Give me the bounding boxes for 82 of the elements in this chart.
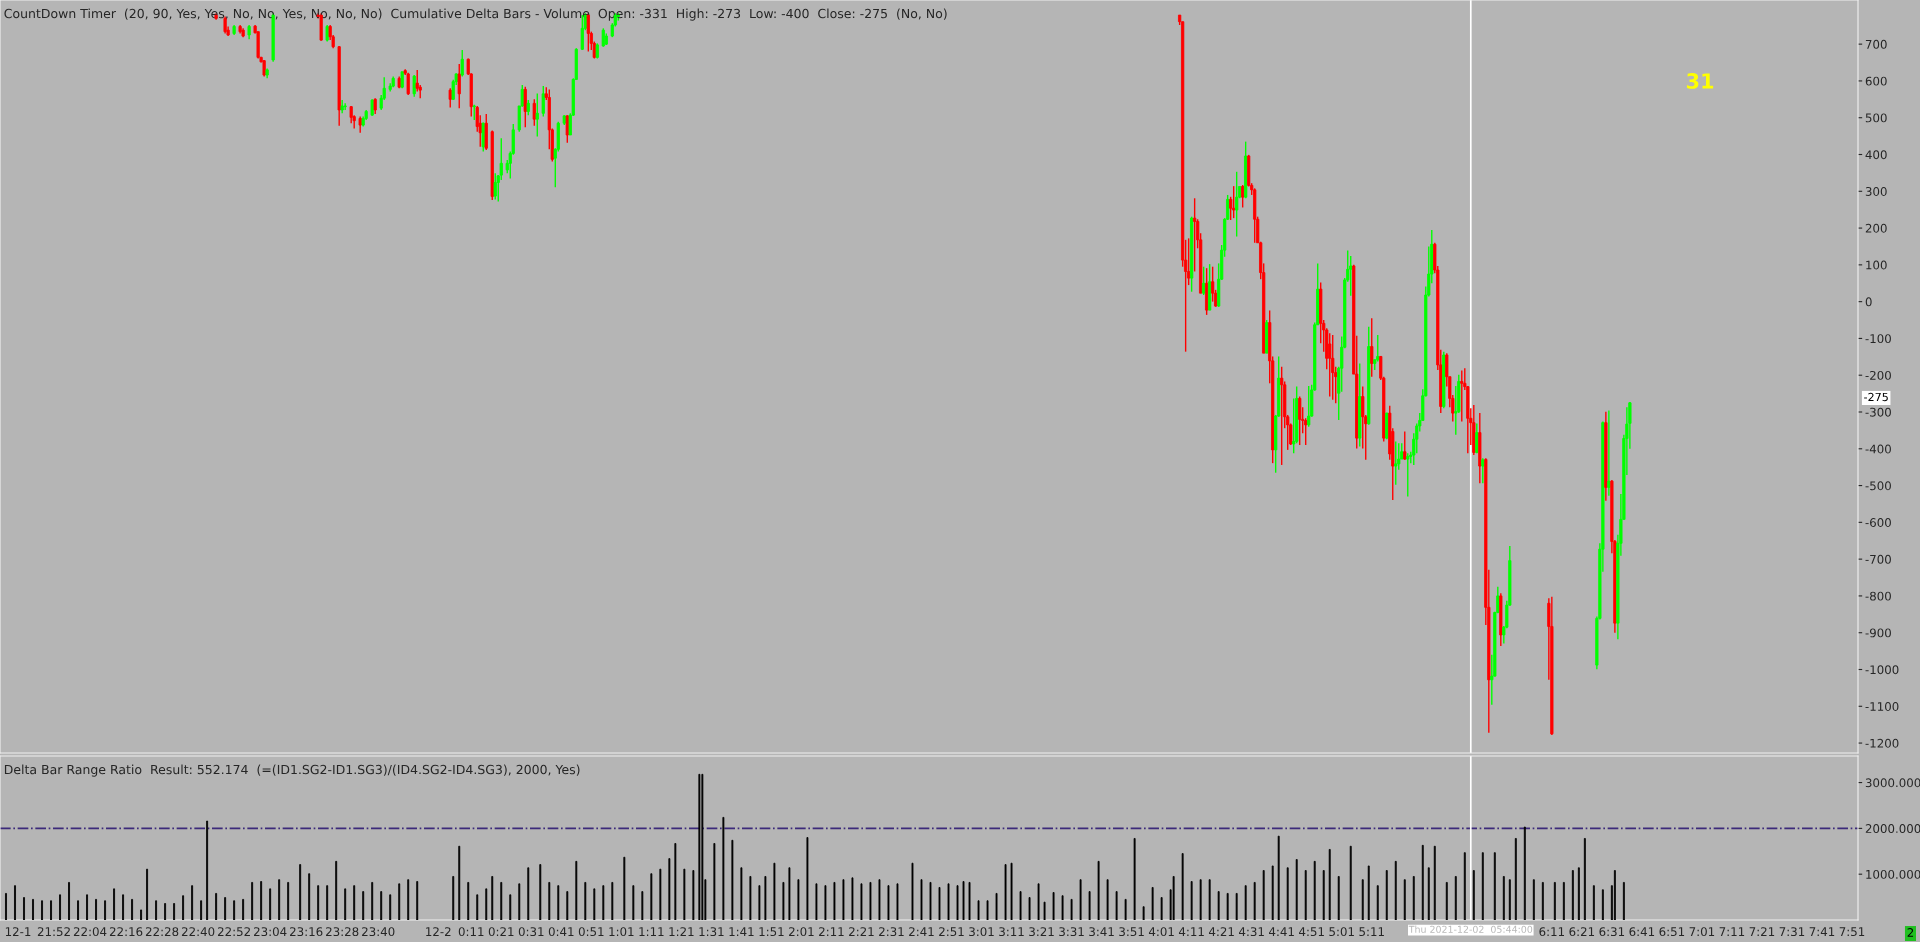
y-tick-label: -500 [1865, 481, 1891, 491]
y-tick-label: -100 [1865, 334, 1891, 344]
x-tick-label: 4:01 [1148, 927, 1174, 937]
y-tick-label: 2000.000 [1865, 824, 1920, 834]
y-tick-label: 400 [1865, 150, 1887, 160]
x-tick-label: 12-1 [5, 927, 31, 936]
x-tick-label: 3:41 [1089, 927, 1114, 937]
x-tick-label: 6:21 [1569, 927, 1595, 937]
x-tick-label: 22:40 [181, 927, 215, 937]
x-tick-label: 5:01 [1329, 927, 1354, 937]
x-tick-label: 2:51 [939, 927, 964, 937]
x-tick-label: 1:31 [699, 927, 724, 937]
x-tick-label: 2:41 [909, 927, 934, 936]
x-tick-label: 3:31 [1059, 927, 1084, 937]
y-tick-label: -1200 [1865, 738, 1899, 748]
text: Delta Bar Range Ratio Result: 552.174 (=(ID1.SG2-ID1.SG3)/(ID4.SG2-ID4.SG3), 2000, Yes) [4, 764, 580, 777]
x-tick-label: 3:01 [969, 927, 994, 937]
y-tick-label: 3000.000 [1865, 778, 1920, 788]
x-tick-label: 6:51 [1659, 927, 1685, 937]
x-tick-label: 22:28 [145, 927, 179, 937]
x-tick-label: 4:31 [1239, 927, 1264, 937]
x-tick-label: 3:11 [999, 927, 1024, 937]
y-tick-label: 600 [1865, 76, 1887, 86]
x-tick-label: 4:41 [1269, 927, 1294, 936]
x-tick-label: 3:51 [1119, 927, 1144, 937]
x-tick-label: 23:40 [362, 927, 395, 937]
ref-line-label: Thu 2021-12-02 05:44:00 [1408, 925, 1533, 933]
x-tick-label: 23:04 [254, 927, 287, 937]
y-tick-label: 0 [1865, 297, 1872, 307]
text: -275 [1864, 392, 1888, 402]
x-tick-label: 0:31 [518, 927, 544, 937]
y-tick-label: -700 [1865, 554, 1891, 564]
x-tick-label: 1:11 [639, 927, 664, 936]
y-tick-label: -400 [1865, 444, 1891, 454]
x-tick-label: 2:11 [819, 927, 844, 936]
y-tick-label: -900 [1865, 628, 1891, 638]
x-tick-label: 3:21 [1029, 927, 1054, 937]
x-tick-label: 2:01 [789, 927, 814, 937]
x-tick-label: 0:11 [458, 927, 484, 937]
x-tick-label: 1:01 [609, 927, 634, 937]
x-tick-label: 6:41 [1629, 927, 1655, 937]
annotation: 31 [1686, 73, 1714, 89]
y-tick-label: -1100 [1865, 702, 1899, 711]
x-tick-label: 0:51 [578, 927, 604, 937]
x-tick-label: 5:11 [1359, 927, 1384, 937]
y-tick-label: -200 [1865, 370, 1891, 380]
x-tick-label: 12-2 [426, 927, 451, 936]
x-tick-label: 22:16 [109, 927, 143, 937]
x-tick-label: 4:51 [1299, 927, 1324, 937]
y-tick-label: 300 [1865, 187, 1887, 196]
x-tick-label: 7:11 [1719, 927, 1745, 936]
x-tick-label: 21:52 [37, 927, 70, 937]
x-tick-label: 0:41 [548, 927, 574, 937]
x-tick-label: 23:28 [326, 927, 359, 937]
x-tick-label: 22:04 [73, 927, 107, 937]
x-tick-label: 2:21 [849, 927, 874, 936]
x-tick-label: 1:51 [759, 927, 784, 937]
x-tick-label: 7:31 [1779, 927, 1805, 937]
x-tick-label: 4:21 [1208, 927, 1234, 936]
x-tick-label: 7:01 [1689, 927, 1715, 937]
y-tick-label: 1000.000 [1866, 869, 1920, 879]
x-tick-label: 4:11 [1178, 927, 1204, 936]
x-tick-label: 6:11 [1539, 927, 1564, 937]
x-tick-label: 1:21 [669, 927, 694, 936]
x-tick-label: 23:16 [290, 927, 323, 937]
x-tick-label: 6:31 [1599, 927, 1625, 937]
x-tick-label: 7:21 [1749, 927, 1775, 936]
y-tick-label: 100 [1866, 260, 1887, 270]
x-tick-label: 2:31 [879, 927, 904, 937]
y-tick-label: 500 [1865, 113, 1887, 123]
x-tick-label: 7:51 [1839, 927, 1865, 937]
y-tick-label: -800 [1865, 591, 1891, 601]
x-tick-label: 22:52 [217, 927, 250, 937]
y-tick-label: -1000 [1865, 665, 1899, 675]
x-tick-label: 7:41 [1809, 927, 1835, 936]
y-tick-label: 700 [1865, 39, 1887, 49]
y-tick-label: -300 [1865, 407, 1891, 417]
x-tick-label: 1:41 [729, 927, 754, 936]
y-tick-label: -600 [1865, 518, 1891, 528]
y-tick-label: 200 [1865, 223, 1887, 233]
x-tick-label: 0:21 [488, 927, 514, 937]
text: 2 [1907, 928, 1914, 937]
